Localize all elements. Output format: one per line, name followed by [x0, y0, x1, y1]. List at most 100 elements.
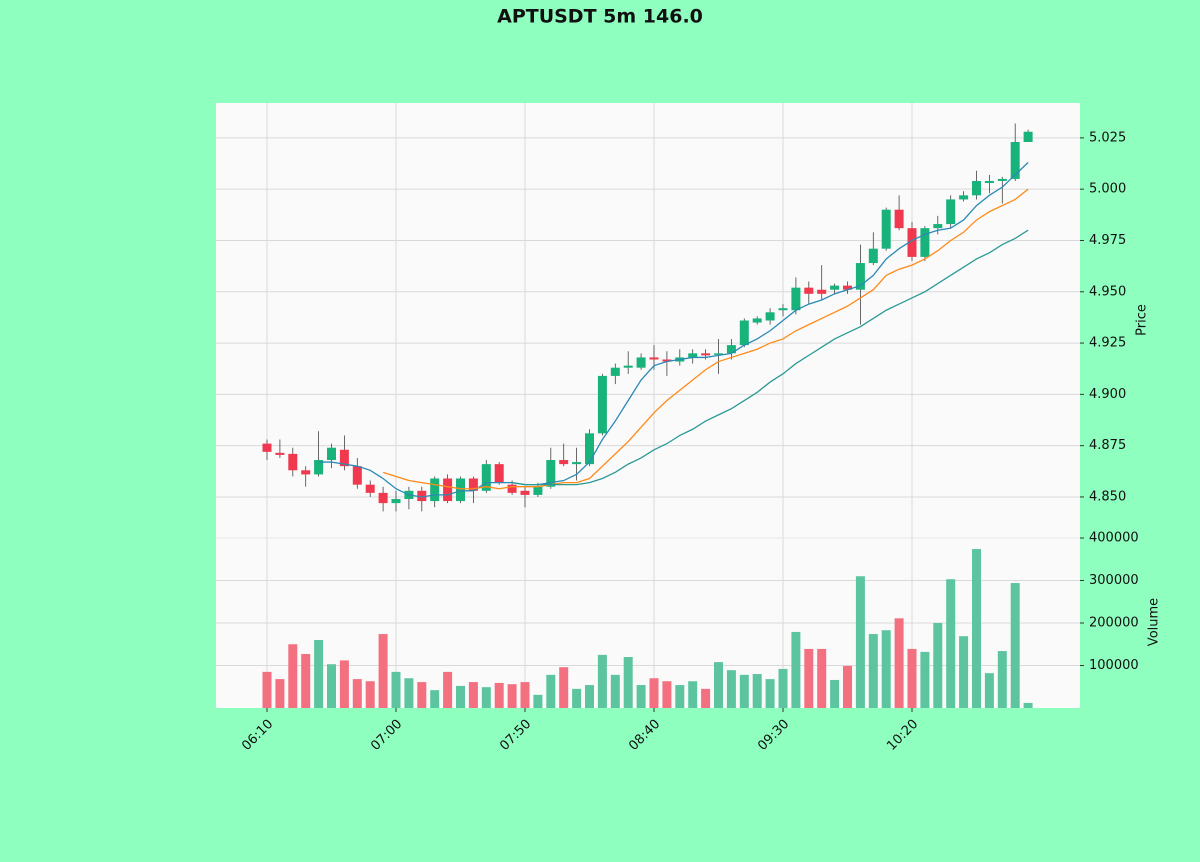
- chart-title: APTUSDT 5m 146.0: [497, 6, 703, 28]
- volume-bar: [830, 679, 840, 708]
- volume-bar: [585, 685, 594, 708]
- volume-bar: [378, 634, 388, 708]
- candle-body: [365, 484, 375, 493]
- candle-body: [417, 490, 427, 502]
- candle-body: [597, 375, 607, 434]
- candle-body: [623, 365, 633, 368]
- volume-bar: [365, 681, 375, 708]
- candle-body: [520, 490, 530, 495]
- x-tick-label: 08:40: [626, 717, 663, 754]
- volume-bar: [430, 690, 440, 708]
- candle-body: [752, 318, 762, 323]
- volume-bar: [288, 644, 298, 708]
- moving-average-line: [511, 229, 1029, 486]
- candle-body: [481, 464, 491, 491]
- candle-body: [933, 224, 943, 229]
- candle-body: [688, 353, 698, 358]
- candle-body: [843, 285, 852, 290]
- candle-body: [610, 367, 620, 376]
- volume-bar: [675, 685, 685, 708]
- volume-bar: [894, 618, 904, 708]
- volume-bar: [327, 664, 336, 708]
- volume-bar: [262, 671, 272, 708]
- volume-bar: [959, 636, 969, 708]
- volume-bar: [339, 660, 349, 708]
- candle-body: [456, 478, 465, 502]
- candle-body: [572, 462, 582, 465]
- volume-bar: [714, 662, 723, 708]
- candle-body: [649, 357, 659, 360]
- candle-body: [533, 486, 543, 495]
- volume-bar: [972, 549, 981, 708]
- candle-body: [378, 492, 388, 504]
- volume-bar: [739, 674, 749, 708]
- y-tick-label: 5.000: [1089, 182, 1126, 197]
- candle-body: [546, 460, 556, 487]
- volume-bar: [456, 685, 465, 708]
- candle-body: [830, 285, 840, 290]
- candle-body: [443, 478, 453, 502]
- volume-bar: [443, 671, 453, 708]
- candle-body: [636, 357, 646, 368]
- volume-bar: [843, 665, 852, 708]
- y-tick-label: 4.900: [1089, 387, 1126, 402]
- volume-bar: [688, 681, 698, 708]
- volume-bar: [623, 657, 633, 708]
- volume-bar: [765, 679, 775, 708]
- moving-average-line: [318, 162, 1029, 498]
- candle-body: [1010, 141, 1020, 179]
- x-tick-label: 10:20: [884, 717, 921, 754]
- candle-body: [907, 228, 917, 257]
- y-tick-label: 4.850: [1089, 489, 1126, 504]
- candle-body: [662, 359, 672, 362]
- y-tick-label: 5.025: [1089, 130, 1126, 145]
- candle-body: [804, 287, 814, 294]
- volume-bar: [572, 688, 582, 708]
- volume-bar: [468, 682, 478, 708]
- volume-bar: [636, 685, 646, 708]
- volume-bar: [520, 682, 530, 708]
- candle-body: [714, 353, 723, 355]
- y-axis-label: Price: [1135, 304, 1150, 336]
- volume-bar: [546, 674, 556, 708]
- candle-body: [701, 353, 711, 356]
- candle-body: [946, 199, 956, 225]
- candle-body: [817, 289, 827, 294]
- volume-bar: [494, 682, 504, 708]
- volume-bar: [352, 679, 362, 708]
- candle-body: [791, 287, 801, 311]
- volume-tick-label: 100000: [1089, 658, 1139, 673]
- x-tick-label: 07:00: [368, 717, 405, 754]
- candle-body: [585, 433, 594, 465]
- volume-bar: [907, 648, 917, 708]
- candle-body: [765, 312, 775, 321]
- volume-tick-label: 300000: [1089, 573, 1139, 588]
- candle-body: [314, 460, 324, 475]
- volume-bar: [933, 623, 943, 708]
- volume-bar: [997, 651, 1007, 708]
- volume-tick-label: 400000: [1089, 531, 1139, 546]
- moving-average-line: [382, 188, 1029, 490]
- candle-body: [430, 478, 440, 502]
- volume-bar: [662, 681, 672, 708]
- candle-body: [288, 453, 298, 471]
- candle-body: [855, 263, 865, 290]
- volume-bar: [920, 651, 930, 708]
- candle-body: [920, 228, 930, 257]
- candle-body: [739, 320, 749, 346]
- volume-bar: [881, 630, 891, 708]
- volume-bar: [507, 684, 517, 708]
- candle-body: [559, 460, 569, 465]
- candle-body: [339, 449, 349, 467]
- volume-bar: [726, 670, 736, 708]
- volume-bar: [559, 667, 569, 708]
- volume-bar: [946, 579, 956, 708]
- x-tick-label: 09:30: [755, 717, 792, 754]
- volume-bar: [417, 682, 427, 708]
- candle-body: [984, 180, 994, 184]
- volume-bar: [610, 674, 620, 708]
- candle-body: [327, 447, 336, 461]
- volume-bar: [778, 668, 788, 708]
- candle-body: [507, 484, 517, 493]
